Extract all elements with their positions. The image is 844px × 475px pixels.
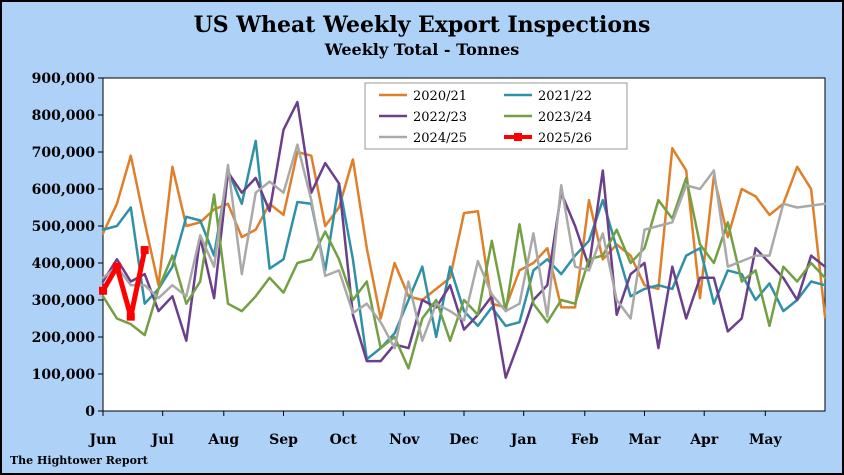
x-tick-label: Apr (689, 432, 719, 448)
chart-title: US Wheat Weekly Export Inspections (194, 12, 651, 38)
series-point-2025-26 (126, 312, 135, 321)
chart-subtitle: Weekly Total - Tonnes (324, 40, 520, 59)
series-point-2025-26 (140, 246, 149, 255)
x-tick-label: Mar (629, 432, 662, 448)
x-axis: Jun Jul Aug Sep Oct Nov Dec Jan Feb Mar Apr May (88, 411, 783, 448)
series-line-2023-24 (101, 176, 827, 370)
legend-label: 2025/26 (538, 131, 592, 146)
legend-label: 2021/22 (538, 89, 592, 104)
y-tick-label: 0 (85, 404, 95, 420)
y-tick-label: 300,000 (32, 293, 96, 309)
x-tick-label: Dec (449, 432, 479, 448)
y-tick-label: 800,000 (32, 108, 96, 124)
legend-label: 2020/21 (413, 89, 467, 104)
y-tick-label: 100,000 (32, 367, 96, 383)
x-tick-label: Oct (330, 432, 358, 448)
y-tick-label: 200,000 (32, 330, 96, 346)
y-tick-label: 700,000 (32, 145, 96, 161)
legend-box (364, 82, 628, 150)
y-tick-label: 500,000 (32, 219, 96, 235)
x-tick-label: Jul (150, 432, 174, 448)
x-tick-label: Jan (509, 432, 537, 448)
x-tick-label: Jun (88, 432, 117, 448)
series-line-2025-26 (100, 247, 148, 320)
x-tick-label: Nov (389, 432, 420, 448)
series-line-2022-23 (101, 100, 827, 379)
series-point-2025-26 (112, 262, 121, 271)
x-tick-label: Feb (571, 432, 599, 448)
legend-marker (514, 133, 522, 141)
x-tick-label: Aug (207, 432, 239, 448)
x-tick-label: Sep (269, 432, 298, 448)
legend-label: 2024/25 (413, 131, 467, 146)
legend-label: 2022/23 (413, 110, 467, 125)
legend: 2020/21 2021/22 2022/23 2023/24 2024/25 2025/… (364, 82, 628, 150)
y-axis: 0 100,000 200,000 300,000 400,000 500,000 600,… (32, 71, 103, 420)
series-point-2025-26 (99, 286, 107, 295)
series-layer (99, 100, 827, 379)
y-tick-label: 600,000 (32, 182, 96, 198)
series-line-2024-25 (101, 143, 827, 350)
y-tick-label: 900,000 (32, 71, 96, 87)
source-label: The Hightower Report (10, 454, 149, 467)
legend-label: 2023/24 (538, 110, 592, 125)
y-tick-label: 400,000 (32, 256, 96, 272)
x-tick-label: May (749, 432, 783, 448)
